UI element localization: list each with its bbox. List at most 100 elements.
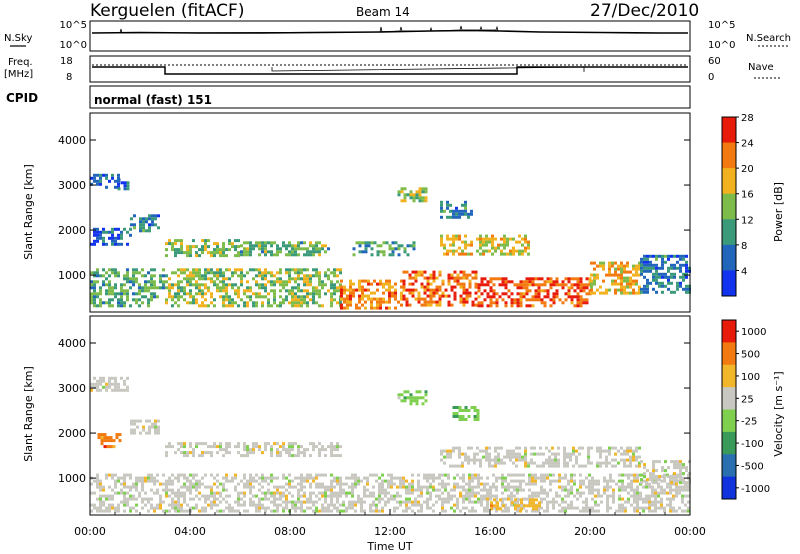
time-tick-label-0: 00:00 — [74, 525, 106, 538]
power-region-4 — [90, 268, 165, 308]
power-colorbar-label-3: 16 — [741, 190, 754, 201]
velocity-region-4 — [90, 473, 690, 513]
power-colorbar-swatch-1 — [722, 142, 736, 169]
freq-tick-high: 18 — [60, 56, 73, 67]
cpid-value: normal (fast) 151 — [94, 93, 212, 107]
velocity-region-6 — [452, 406, 480, 421]
time-tick-label-1: 04:00 — [174, 525, 206, 538]
time-axis: 00:00 04:00 08:00 12:00 16:00 20:00 00:00 — [74, 509, 706, 538]
nave-label: Nave — [748, 62, 774, 73]
freq-label-line2: [MHz] — [4, 69, 33, 80]
power-y-axis: 1000 2000 3000 4000 — [58, 134, 690, 282]
time-tick-label-5: 20:00 — [574, 525, 606, 538]
xaxis-label: Time UT — [366, 540, 412, 553]
velocity-colorbar-swatch-6 — [722, 454, 736, 478]
power-region-15 — [440, 200, 473, 219]
cpid-panel-frame — [89, 85, 691, 109]
velocity-colorbar-frame — [721, 319, 737, 500]
velocity-colorbar-label-4: -25 — [741, 417, 757, 428]
velocity-region-7 — [440, 446, 641, 468]
velocity-region-1 — [97, 433, 122, 449]
velocity-colorbar-label-2: 100 — [741, 372, 760, 383]
freq-tick-low: 8 — [66, 72, 72, 83]
power-colorbar-swatch-3 — [722, 193, 736, 220]
nave-tick-low: 0 — [708, 72, 714, 83]
power-region-7 — [352, 241, 416, 257]
velocity-colorbar-label: Velocity [m s⁻¹] — [772, 371, 785, 456]
freq-panel-frame — [89, 55, 691, 83]
velocity-y-axis: 1000 2000 3000 4000 — [58, 337, 690, 485]
velocity-colorbar-swatch-2 — [722, 364, 736, 388]
noise-right-tick-high: 10^5 — [708, 20, 735, 31]
nave-tick-high: 60 — [708, 56, 721, 67]
velocity-ytick-label-3: 4000 — [58, 337, 86, 350]
time-tick-label-4: 16:00 — [474, 525, 506, 538]
power-ytick-label-1: 2000 — [58, 224, 86, 237]
power-region-1 — [117, 178, 130, 191]
power-colorbar-swatch-5 — [722, 244, 736, 271]
power-region-12 — [590, 261, 641, 295]
station-title: Kerguelen (fitACF) — [90, 1, 244, 21]
power-colorbar: 4 8 12 16 20 24 28 — [721, 113, 754, 297]
power-colorbar-swatch-4 — [722, 219, 736, 246]
noise-panel-frame — [89, 20, 691, 52]
velocity-ytick-label-0: 1000 — [58, 472, 86, 485]
power-colorbar-label: Power [dB] — [772, 182, 785, 242]
velocity-heatmap — [90, 376, 691, 513]
power-ytick-label-0: 1000 — [58, 269, 86, 282]
power-colorbar-frame — [721, 116, 737, 297]
velocity-ytick-label-2: 3000 — [58, 382, 86, 395]
velocity-colorbar-label-3: 25 — [741, 394, 754, 405]
power-colorbar-label-4: 20 — [741, 164, 754, 175]
nave-marks — [271, 66, 585, 72]
velocity-colorbar-swatch-5 — [722, 431, 736, 455]
power-panel-frame — [89, 112, 691, 313]
nsearch-label: N.Search — [746, 33, 791, 44]
velocity-colorbar-label-6: -500 — [741, 461, 764, 472]
velocity-colorbar-label-5: -100 — [741, 439, 764, 450]
power-region-11 — [477, 277, 592, 308]
velocity-colorbar-swatch-7 — [722, 476, 736, 500]
beam-title: Beam 14 — [356, 5, 410, 19]
power-region-14 — [397, 187, 428, 203]
power-region-5 — [165, 239, 240, 258]
power-ylabel: Slant Range [km] — [22, 164, 35, 260]
noise-left-tick-high: 10^5 — [60, 20, 87, 31]
velocity-region-3 — [165, 442, 342, 458]
power-colorbar-label-1: 8 — [741, 241, 747, 252]
power-region-0 — [90, 173, 120, 189]
power-region-9 — [340, 279, 403, 310]
date-title: 27/Dec/2010 — [590, 1, 699, 21]
power-region-16 — [440, 234, 530, 256]
velocity-colorbar-swatch-1 — [722, 342, 736, 366]
noise-spikes — [119, 25, 499, 34]
velocity-colorbar-swatch-0 — [722, 320, 736, 343]
velocity-colorbar-label-7: -1000 — [741, 484, 770, 495]
velocity-region-5 — [397, 390, 428, 406]
power-region-3 — [130, 214, 160, 233]
velocity-colorbar-label-1: 500 — [741, 350, 760, 361]
power-colorbar-label-2: 12 — [741, 215, 754, 226]
nsky-label: N.Sky — [4, 33, 32, 44]
power-colorbar-label-5: 24 — [741, 139, 754, 150]
power-colorbar-label-6: 28 — [741, 113, 754, 124]
cpid-label: CPID — [6, 91, 38, 105]
power-region-13 — [640, 254, 691, 294]
freq-line — [92, 66, 688, 75]
power-colorbar-swatch-0 — [722, 117, 736, 144]
freq-label-line1: Freq. — [8, 57, 33, 68]
velocity-region-8 — [490, 498, 541, 511]
velocity-colorbar-swatch-4 — [722, 409, 736, 433]
power-region-6 — [240, 241, 330, 257]
time-tick-label-2: 08:00 — [274, 525, 306, 538]
power-heatmap — [90, 173, 691, 310]
velocity-ylabel: Slant Range [km] — [22, 366, 35, 462]
velocity-region-0 — [90, 376, 129, 392]
power-ytick-label-2: 3000 — [58, 179, 86, 192]
time-tick-label-6: 00:00 — [674, 525, 706, 538]
power-region-2 — [90, 227, 132, 246]
power-ytick-label-3: 4000 — [58, 134, 86, 147]
velocity-ytick-label-1: 2000 — [58, 427, 86, 440]
velocity-colorbar-swatch-3 — [722, 387, 736, 410]
power-colorbar-swatch-6 — [722, 270, 736, 297]
